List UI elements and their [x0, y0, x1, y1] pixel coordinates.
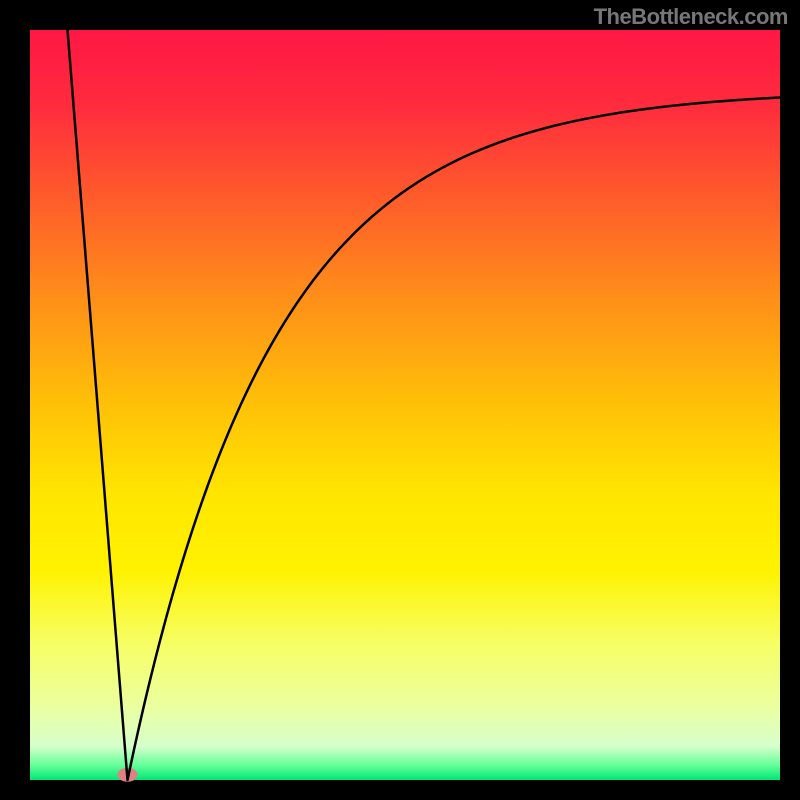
watermark-text: TheBottleneck.com	[594, 4, 788, 30]
chart-container: TheBottleneck.com	[0, 0, 800, 800]
bottleneck-chart	[0, 0, 800, 800]
